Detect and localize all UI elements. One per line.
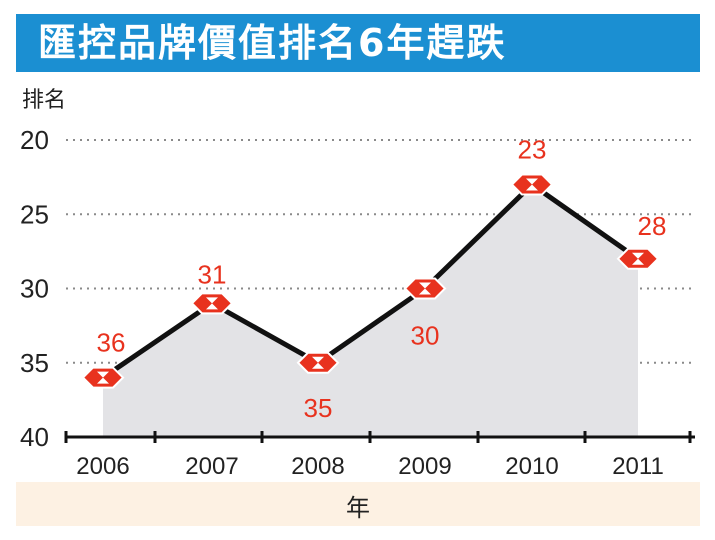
area-fill [103, 184, 638, 437]
hsbc-logo-icon-bottom [312, 362, 324, 369]
y-tick-label: 20 [20, 125, 49, 155]
y-axis-label: 排名 [22, 88, 67, 113]
hsbc-logo-icon-top [632, 252, 644, 259]
hsbc-logo-icon-bottom [97, 377, 109, 384]
data-label: 36 [97, 328, 126, 358]
y-tick-label: 25 [20, 199, 49, 229]
title-bar: 匯控品牌價值排名6年趕跌 [16, 14, 700, 72]
y-tick-label: 30 [20, 274, 49, 304]
hsbc-logo-icon-top [526, 178, 538, 185]
x-tick-label: 2010 [505, 453, 558, 480]
x-tick-label: 2006 [76, 453, 129, 480]
hsbc-logo-icon-top [97, 371, 109, 378]
y-tick-label: 40 [20, 422, 49, 452]
x-tick-label: 2011 [612, 453, 664, 480]
x-axis-label: 年 [346, 494, 370, 522]
data-label: 35 [304, 393, 333, 423]
hsbc-logo-icon-bottom [526, 184, 538, 191]
hsbc-logo-icon-top [419, 282, 431, 289]
chart-title: 匯控品牌價值排名6年趕跌 [38, 21, 507, 65]
y-tick-label: 35 [20, 348, 49, 378]
x-axis-label-bar: 年 [16, 482, 700, 526]
x-tick-label: 2009 [398, 453, 451, 480]
hsbc-logo-icon-top [206, 297, 218, 304]
data-label: 31 [198, 259, 227, 289]
data-label: 23 [518, 135, 547, 165]
series-line [101, 182, 640, 380]
hsbc-logo-icon-top [312, 356, 324, 363]
x-tick-label: 2007 [185, 453, 238, 480]
data-label: 28 [638, 211, 667, 241]
hsbc-logo-icon-bottom [419, 288, 431, 295]
data-label: 30 [411, 321, 440, 351]
x-tick-label: 2008 [291, 453, 344, 480]
hsbc-logo-icon-bottom [632, 258, 644, 265]
hsbc-logo-icon-bottom [206, 303, 218, 310]
